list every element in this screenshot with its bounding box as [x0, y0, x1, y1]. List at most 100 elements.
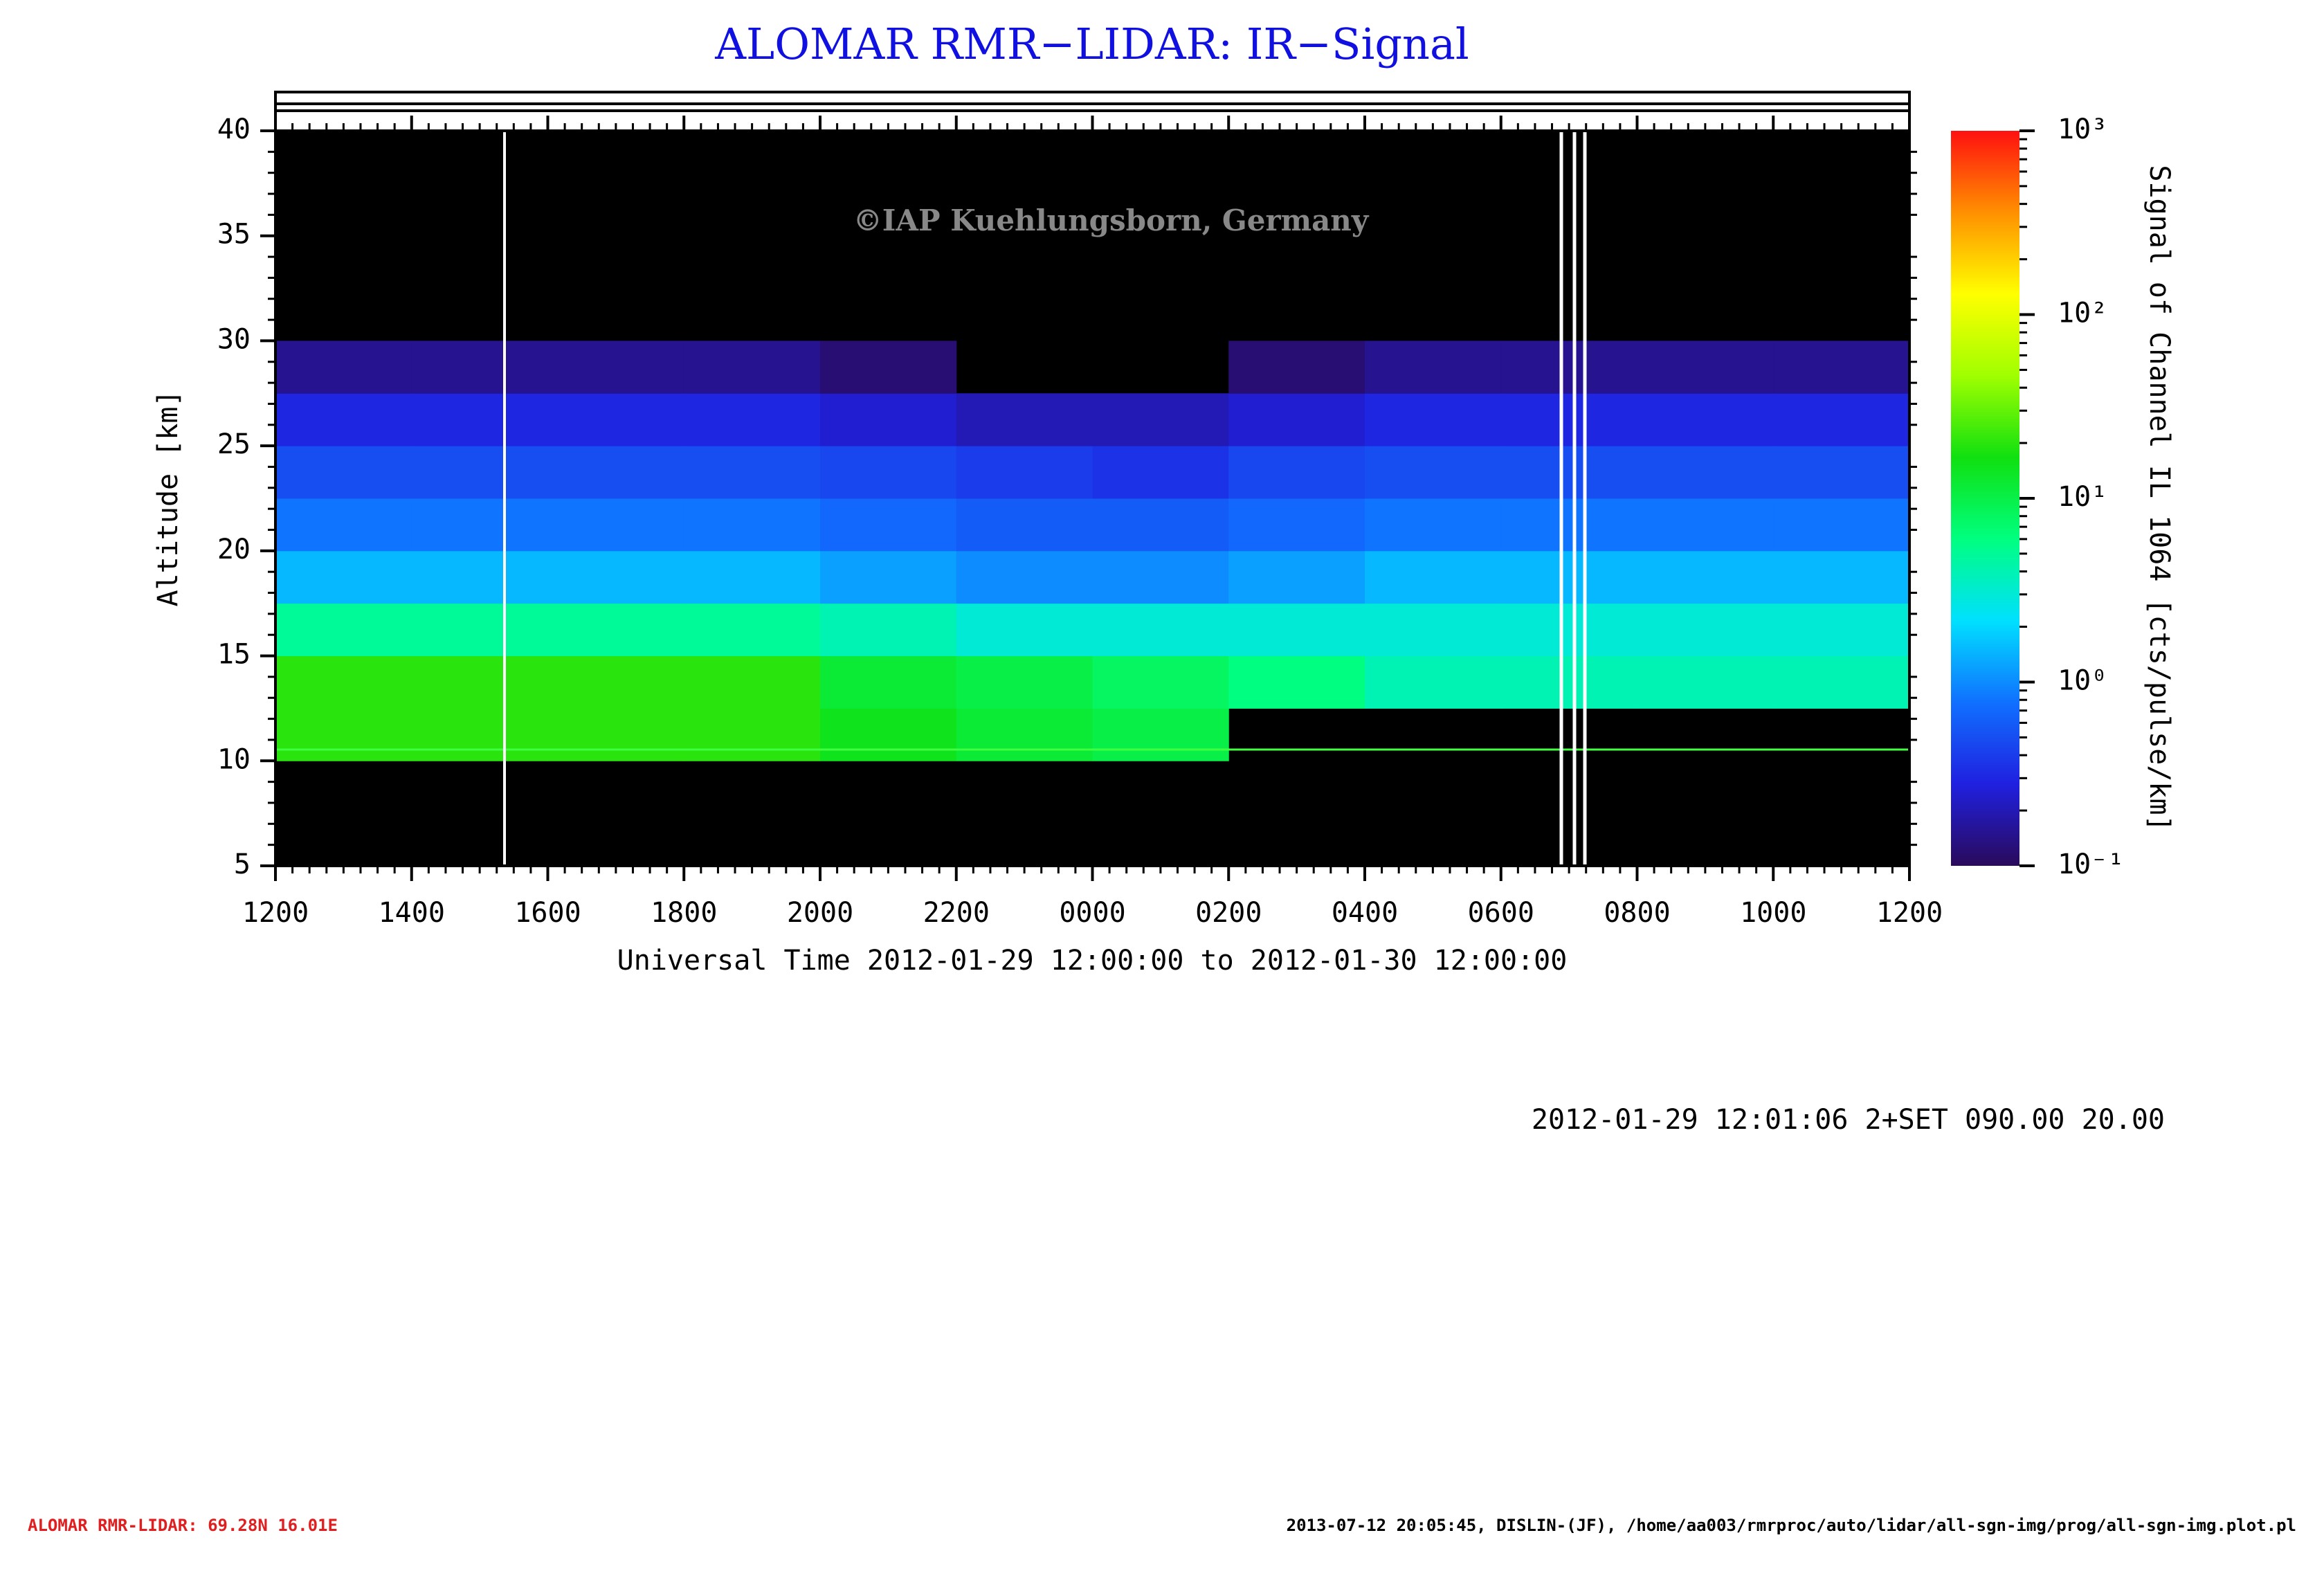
- heat-cell: [411, 708, 548, 761]
- heat-cell: [956, 708, 1093, 761]
- heat-cell: [1773, 603, 1910, 657]
- y-tick-label: 20: [217, 534, 251, 565]
- colorbar-tick-label: 10¹: [2058, 481, 2107, 513]
- heat-cell: [411, 550, 548, 604]
- x-tick-label: 0200: [1195, 897, 1262, 929]
- x-tick-label: 2000: [787, 897, 853, 929]
- y-tick-label: 35: [217, 219, 251, 251]
- heat-cell: [1228, 603, 1365, 657]
- heat-cell: [820, 708, 957, 761]
- heat-cell: [275, 550, 412, 604]
- heat-cell: [1773, 498, 1910, 552]
- y-tick-label: 10: [217, 743, 251, 775]
- info-line: 2012-01-29 12:01:06 2+SET 090.00 20.00: [1532, 1104, 2165, 1136]
- heat-cell: [1228, 550, 1365, 604]
- heat-cell: [1500, 341, 1637, 394]
- heat-cell: [820, 550, 957, 604]
- heat-cell: [956, 393, 1093, 446]
- colorbar-tick-label: 10⁰: [2058, 665, 2107, 697]
- heat-cell: [275, 341, 412, 394]
- x-tick-label: 1800: [651, 897, 717, 929]
- heat-cell: [684, 603, 821, 657]
- heat-cell: [820, 393, 957, 446]
- heat-cell: [820, 603, 957, 657]
- x-tick-label: 1000: [1740, 897, 1806, 929]
- heat-cell: [1500, 655, 1637, 709]
- heat-cell: [1092, 393, 1229, 446]
- heat-cell: [1773, 550, 1910, 604]
- heat-cell: [1637, 550, 1774, 604]
- heat-cell: [1092, 603, 1229, 657]
- y-axis-label: Altitude [km]: [152, 390, 184, 606]
- heat-cell: [1773, 341, 1910, 394]
- heat-cell: [1092, 498, 1229, 552]
- colorbar: [1951, 131, 2019, 866]
- heat-cell: [1637, 498, 1774, 552]
- heat-cell: [1228, 393, 1365, 446]
- x-tick-label: 0000: [1059, 897, 1125, 929]
- heat-cell: [275, 446, 412, 499]
- heat-cell: [275, 655, 412, 709]
- heat-cell: [1365, 446, 1502, 499]
- heat-cell: [1773, 446, 1910, 499]
- heat-cell: [411, 446, 548, 499]
- chart-title: ALOMAR RMR−LIDAR: IR−Signal: [714, 19, 1469, 69]
- x-tick-label: 2200: [923, 897, 990, 929]
- x-tick-label: 0400: [1332, 897, 1398, 929]
- heat-cell: [411, 393, 548, 446]
- heat-cell: [411, 498, 548, 552]
- x-tick-label: 1200: [1876, 897, 1943, 929]
- heat-cell: [547, 446, 684, 499]
- colorbar-tick-label: 10³: [2058, 114, 2107, 145]
- colorbar-label: Signal of Channel IL 1064 [cts/pulse/km]: [2143, 165, 2175, 831]
- x-axis-label: Universal Time 2012-01-29 12:00:00 to 20…: [617, 945, 1568, 977]
- heat-cell: [411, 341, 548, 394]
- heat-cell: [275, 708, 412, 761]
- heat-cell: [684, 446, 821, 499]
- heat-cell: [1637, 446, 1774, 499]
- x-tick-label: 0800: [1604, 897, 1670, 929]
- heat-cell: [684, 341, 821, 394]
- heat-cell: [956, 603, 1093, 657]
- x-tick-label: 1200: [242, 897, 309, 929]
- x-tick-label: 1400: [379, 897, 445, 929]
- heat-cell: [820, 341, 957, 394]
- heat-cell: [684, 498, 821, 552]
- heat-cell: [956, 498, 1093, 552]
- heat-cell: [1500, 550, 1637, 604]
- heat-cell: [1500, 498, 1637, 552]
- heat-cell: [820, 498, 957, 552]
- heat-cell: [1092, 708, 1229, 761]
- heat-cell: [1365, 498, 1502, 552]
- heat-cell: [1500, 393, 1637, 446]
- heat-cell: [1500, 446, 1637, 499]
- y-tick-label: 30: [217, 323, 251, 355]
- heat-cell: [1773, 655, 1910, 709]
- heat-cell: [1092, 446, 1229, 499]
- heat-cell: [684, 708, 821, 761]
- heat-cell: [956, 550, 1093, 604]
- heat-cell: [411, 655, 548, 709]
- heat-cell: [1092, 550, 1229, 604]
- heat-cell: [684, 550, 821, 604]
- x-tick-label: 0600: [1468, 897, 1534, 929]
- heat-cell: [547, 550, 684, 604]
- heat-cell: [547, 393, 684, 446]
- y-tick-label: 25: [217, 428, 251, 460]
- x-tick-label: 1600: [514, 897, 581, 929]
- heat-cell: [1500, 603, 1637, 657]
- heat-cell: [820, 446, 957, 499]
- heat-cell: [547, 708, 684, 761]
- colorbar-tick-label: 10²: [2058, 298, 2107, 329]
- heat-cell: [1228, 446, 1365, 499]
- heat-cell: [820, 655, 957, 709]
- heat-cell: [547, 603, 684, 657]
- heat-cell: [1773, 393, 1910, 446]
- watermark: ©IAP Kuehlungsborn, Germany: [853, 203, 1370, 237]
- footer-right: 2013-07-12 20:05:45, DISLIN-(JF), /home/…: [1287, 1516, 2296, 1535]
- heat-cell: [1365, 603, 1502, 657]
- y-tick-label: 40: [217, 114, 251, 145]
- heat-cell: [956, 655, 1093, 709]
- heat-cell: [1637, 341, 1774, 394]
